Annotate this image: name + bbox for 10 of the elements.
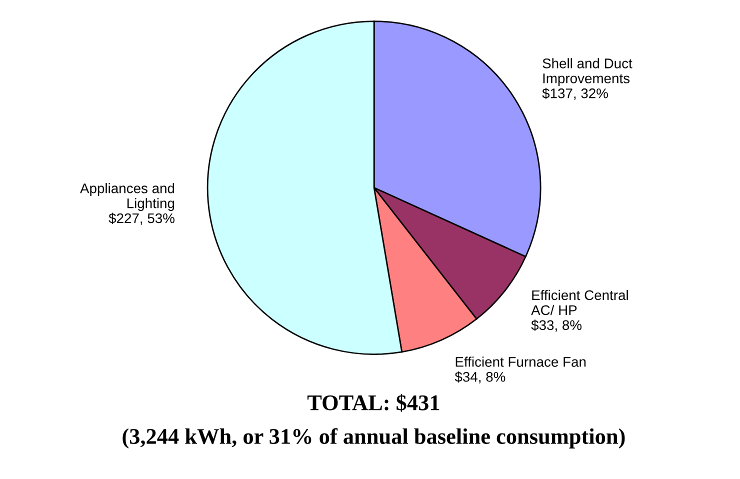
- text: TOTAL: $431: [307, 394, 440, 412]
- text: (3,244 kWh, or 31% of annual baseline consumption): [122, 428, 625, 448]
- slice-label: Efficient Central AC/ HP: [531, 290, 628, 316]
- data-label: $34, 8%: [454, 371, 506, 384]
- data-label: $227, 53%: [108, 212, 174, 225]
- slice-label: Appliances and Lighting: [80, 183, 174, 211]
- slice-label: Efficient Furnace Fan: [456, 356, 586, 367]
- data-label: $33, 8%: [531, 320, 582, 332]
- slice-label: Shell and Duct Improvements: [542, 58, 632, 86]
- data-label: $137, 32%: [542, 88, 608, 100]
